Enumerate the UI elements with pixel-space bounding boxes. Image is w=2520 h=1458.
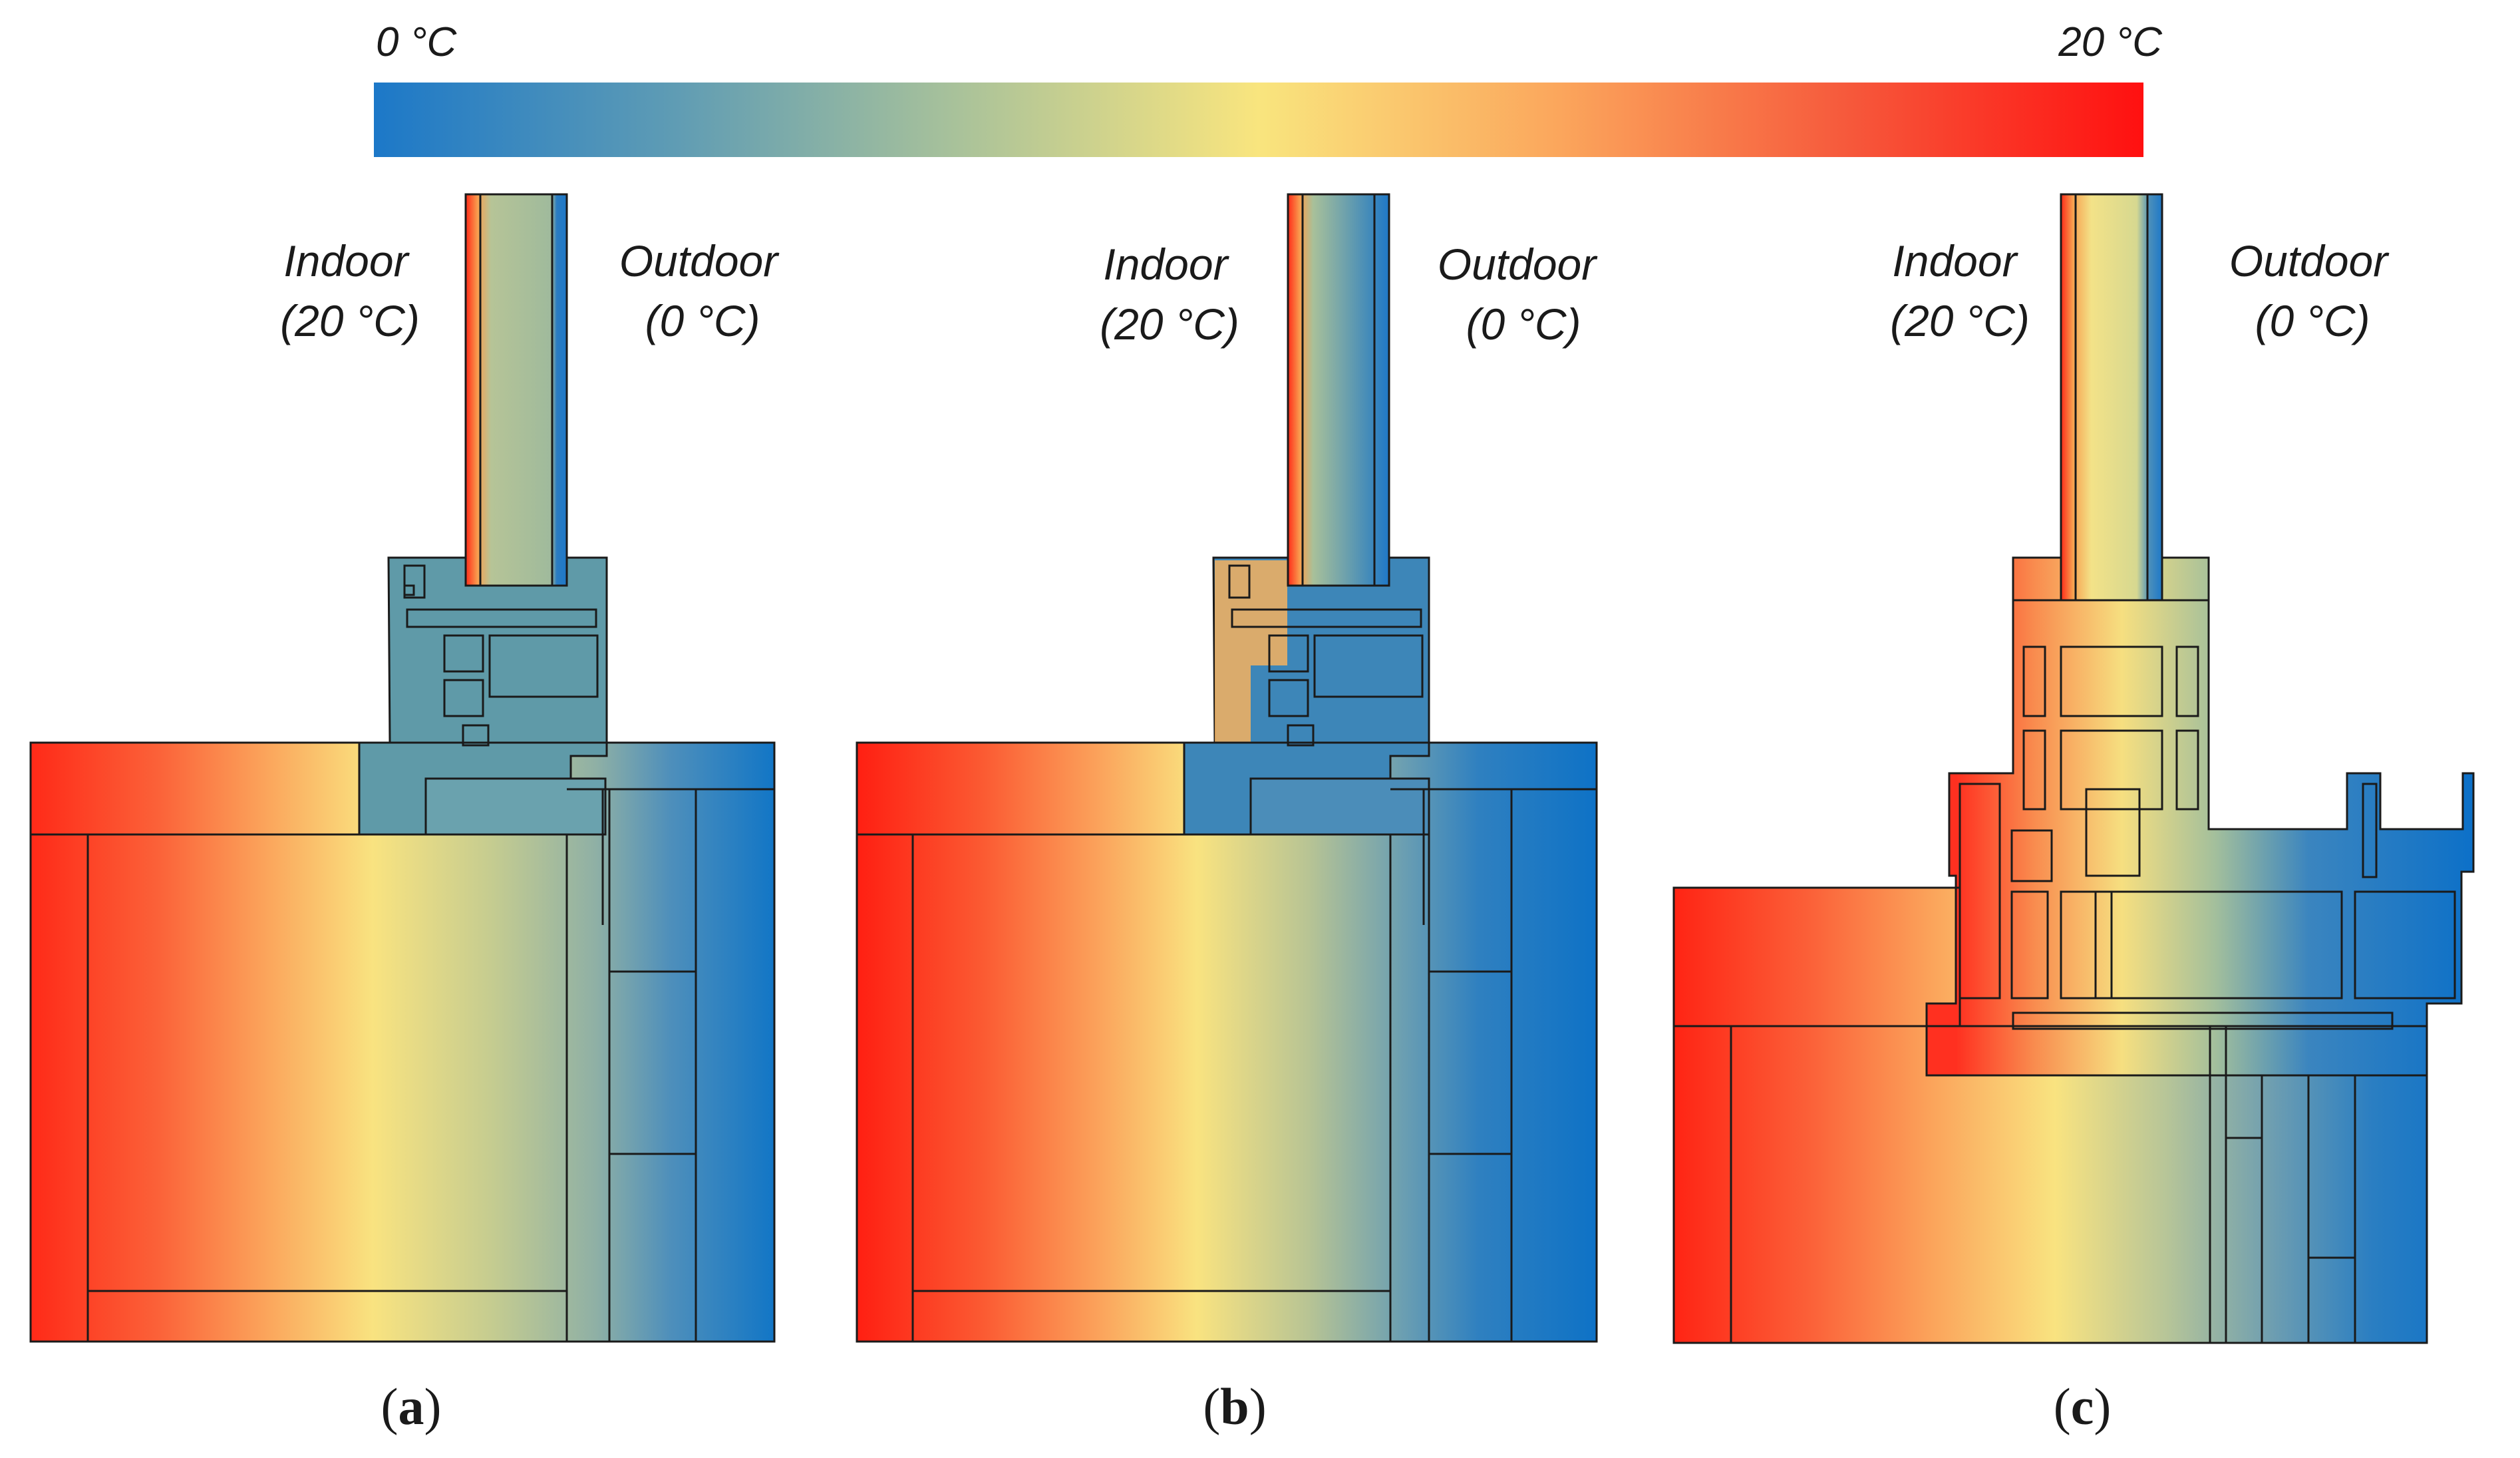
panel-a-wall-body [31, 834, 774, 1342]
colorbar-max-label: 20 °C [2058, 19, 2163, 65]
panel-b-frame-warm-edge [1215, 560, 1287, 743]
panel-c-outdoor-temp: (0 °C) [2255, 296, 2370, 345]
panel-c-caption: (c) [2054, 1377, 2112, 1435]
panel-c-wall-body [1674, 1026, 2427, 1343]
panel-a-outdoor-label: Outdoor [619, 236, 780, 285]
panel-c-frame [1925, 556, 2475, 1077]
panel-a: Indoor (20 °C) Outdoor (0 °C) (a) [29, 193, 780, 1435]
panel-a-indoor-label: Indoor [283, 236, 410, 285]
panel-b-indoor-temp: (20 °C) [1100, 299, 1239, 349]
panel-c-outdoor-label: Outdoor [2229, 236, 2390, 285]
panel-a-indoor-temp: (20 °C) [280, 296, 420, 345]
panel-b: Indoor (20 °C) Outdoor (0 °C) (b) [856, 193, 1598, 1435]
panel-a-caption: (a) [381, 1377, 442, 1435]
panel-b-frame-lower [1249, 777, 1430, 836]
panel-b-outdoor-temp: (0 °C) [1466, 299, 1581, 349]
panel-a-glazing [464, 193, 568, 587]
panel-c-indoor-temp: (20 °C) [1890, 296, 2030, 345]
colorbar-gradient [374, 83, 2143, 157]
panel-a-outdoor-temp: (0 °C) [645, 296, 760, 345]
colorbar: 0 °C 20 °C [374, 19, 2163, 157]
panel-c: Indoor (20 °C) Outdoor (0 °C) (c) [1672, 193, 2475, 1435]
panel-c-wall-top [1674, 888, 1960, 1026]
colorbar-min-label: 0 °C [376, 19, 458, 65]
panel-c-indoor-label: Indoor [1892, 236, 2018, 285]
panel-b-indoor-label: Indoor [1103, 240, 1229, 289]
panel-b-outdoor-label: Outdoor [1438, 240, 1598, 289]
panel-b-caption: (b) [1203, 1377, 1266, 1435]
panel-c-glazing [2060, 193, 2163, 602]
panel-b-wall-body [857, 834, 1597, 1342]
panel-a-frame-lower [424, 777, 607, 836]
panel-b-glazing [1287, 193, 1390, 587]
